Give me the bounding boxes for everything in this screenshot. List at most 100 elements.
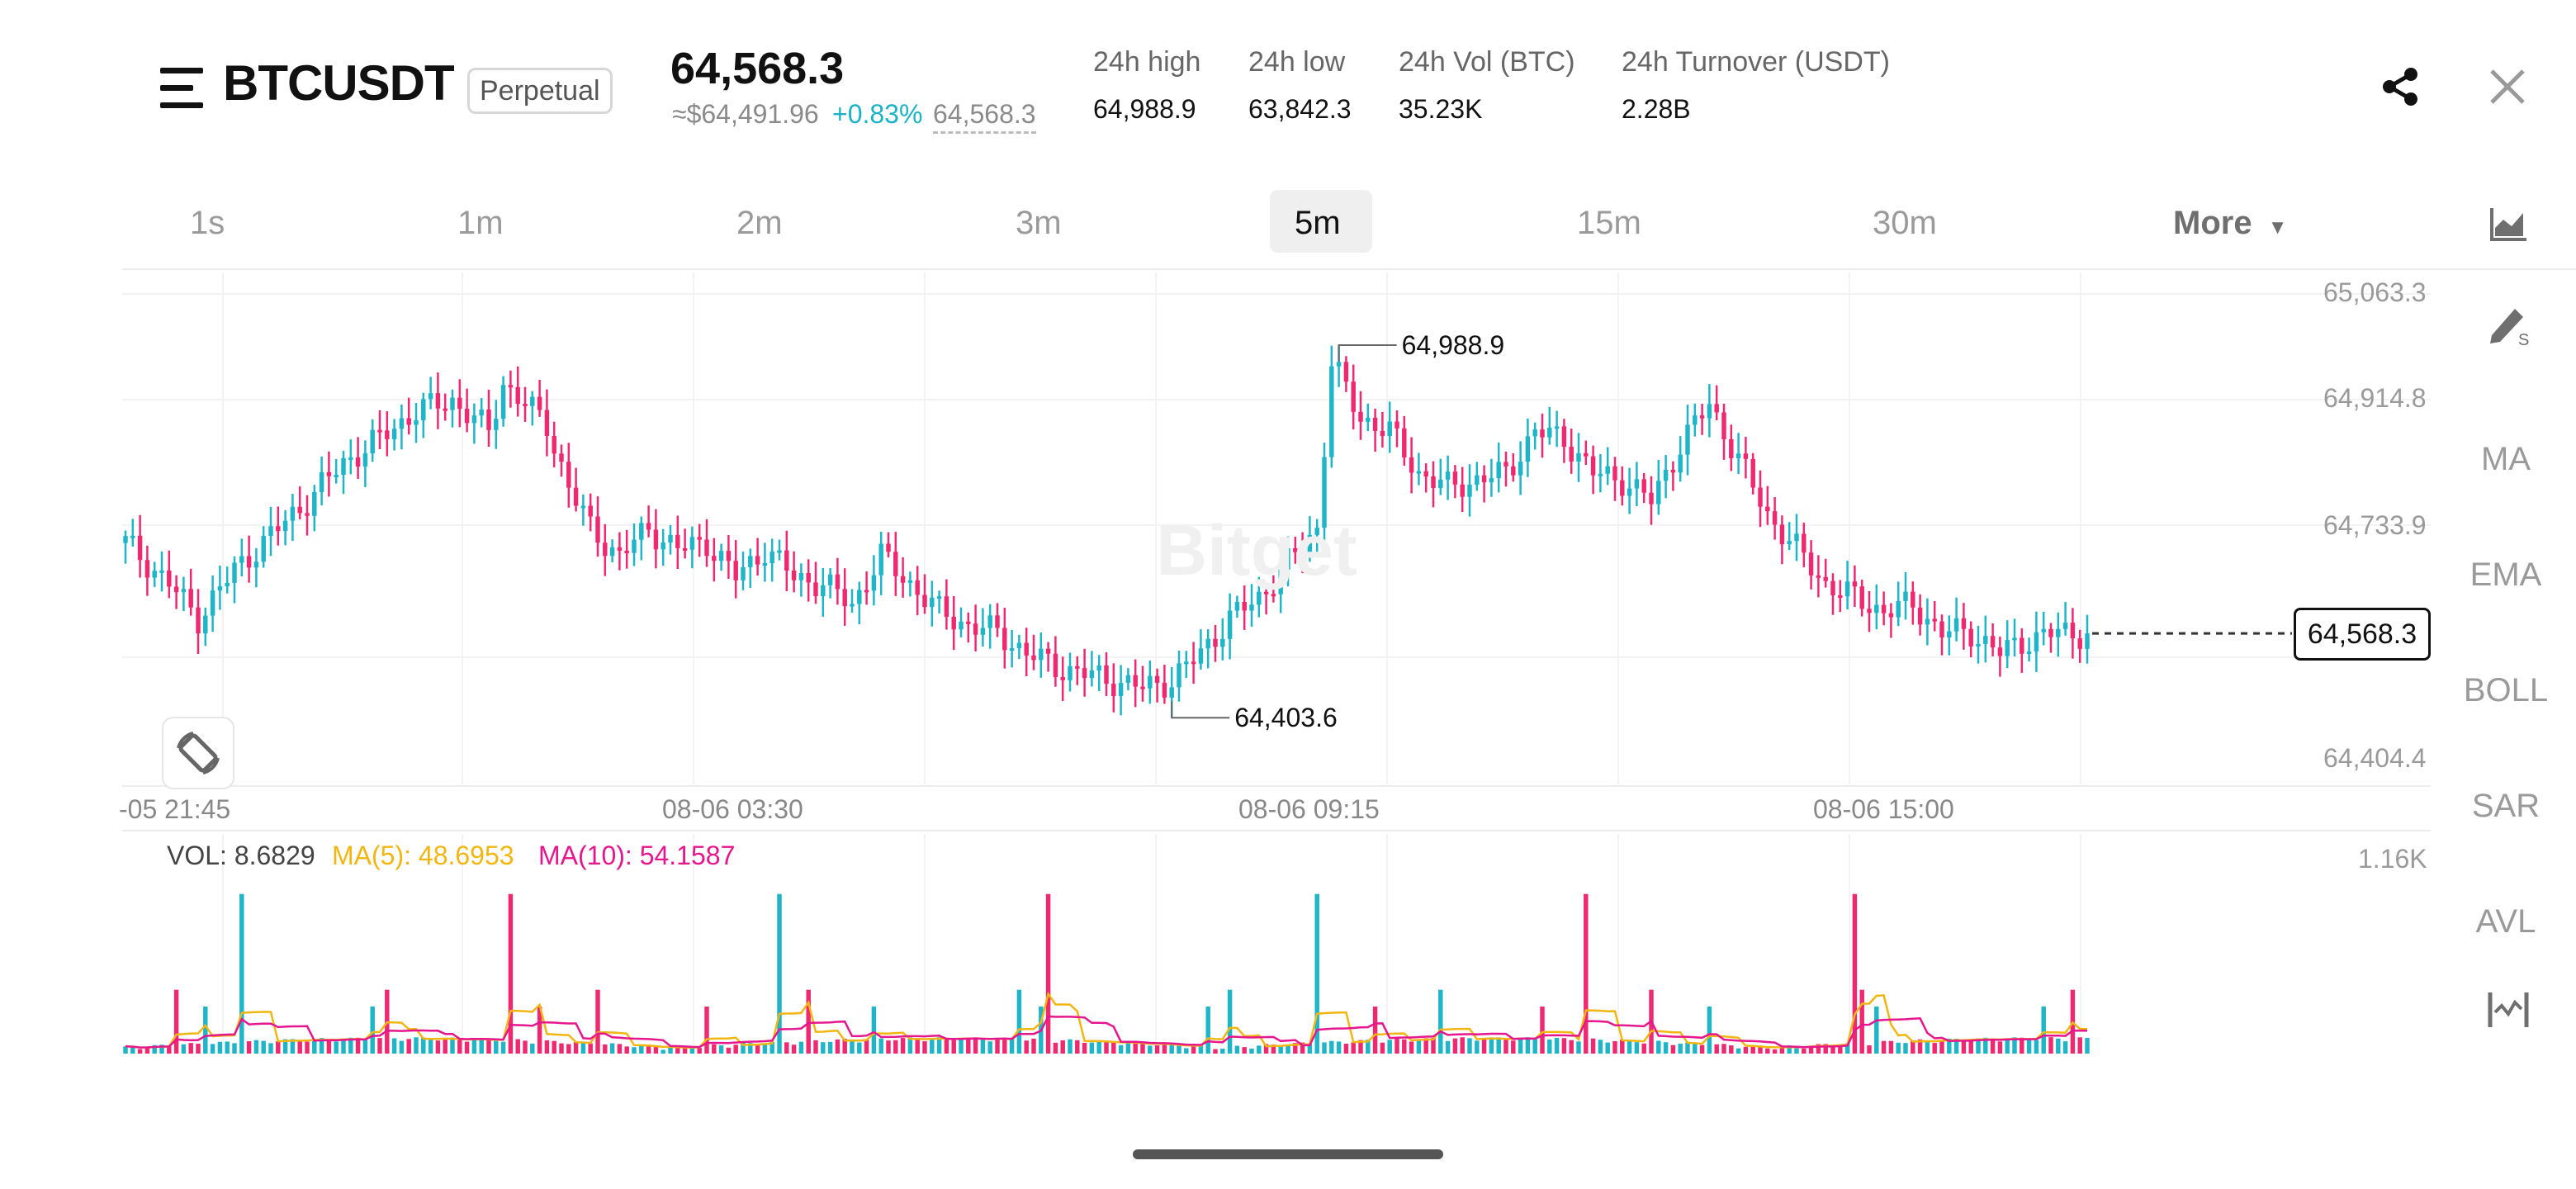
candle-body	[1939, 621, 1944, 637]
indicator-ema[interactable]: EMA	[2469, 557, 2542, 593]
candle-body	[261, 536, 266, 562]
candle-body	[537, 396, 542, 410]
candle-body	[1416, 471, 1422, 474]
volume-bar	[1685, 1042, 1690, 1054]
candle-body	[1104, 665, 1109, 685]
volume-bar	[159, 1045, 164, 1054]
volume-bar	[1118, 1045, 1124, 1054]
price-tick: 64,914.8	[2323, 383, 2427, 413]
volume-bar	[1859, 989, 1864, 1054]
indicator-ma[interactable]: MA	[2481, 441, 2531, 477]
tab-2m[interactable]: 2m	[736, 205, 783, 241]
tab-15m[interactable]: 15m	[1577, 205, 1641, 241]
candle-body	[864, 590, 869, 593]
candle-body	[1990, 636, 1996, 648]
candle-body	[689, 537, 695, 550]
volume-bar	[1779, 1046, 1785, 1054]
tab-more[interactable]: More ▼	[2173, 205, 2287, 242]
volume-bar	[428, 1040, 433, 1054]
volume-bar	[2041, 1007, 2046, 1054]
candle-body	[944, 596, 949, 618]
volume-bar	[1561, 1038, 1567, 1054]
candle-body	[2012, 637, 2017, 641]
candle-body	[718, 551, 724, 561]
candle-body	[1481, 475, 1487, 483]
share-icon[interactable]	[2378, 64, 2422, 109]
volume-bar	[2026, 1040, 2032, 1054]
volume-bar	[1438, 989, 1443, 1054]
tab-5m[interactable]: 5m	[1295, 205, 1341, 241]
candle-body	[1227, 610, 1233, 639]
candle-body	[479, 409, 484, 416]
volume-bar	[559, 1043, 564, 1054]
candle-body	[1525, 436, 1531, 462]
volume-bar	[1802, 1048, 1807, 1054]
indicator-avl[interactable]: AVL	[2475, 903, 2536, 940]
rotate-screen-button[interactable]	[162, 717, 234, 789]
draw-tools-icon[interactable]: S	[2487, 302, 2531, 347]
volume-bar	[1911, 1040, 1915, 1054]
time-tick: -05 21:45	[119, 794, 231, 824]
tab-1s[interactable]: 1s	[190, 205, 225, 241]
volume-bar	[1511, 1040, 1516, 1054]
volume-bar	[639, 1045, 644, 1054]
candle-body	[1961, 618, 1967, 629]
candle-body	[566, 462, 571, 488]
volume-bar	[1460, 1037, 1465, 1054]
symbol-title[interactable]: BTCUSDT	[223, 55, 455, 111]
volume-bar	[1503, 1039, 1508, 1054]
volume-bar	[1765, 1048, 1770, 1054]
volume-bar	[515, 1039, 520, 1054]
candle-body	[1452, 471, 1458, 485]
volume-bar	[1096, 1040, 1101, 1054]
candle-body	[922, 594, 927, 608]
candle-body	[1584, 452, 1589, 457]
time-tick: 08-06 03:30	[662, 794, 803, 824]
volume-bar	[544, 1040, 550, 1054]
candle-body	[1896, 600, 1901, 618]
volume-bar	[1416, 1040, 1422, 1054]
volume-bar	[966, 1037, 971, 1054]
menu-icon[interactable]	[160, 68, 206, 109]
indicator-settings-icon[interactable]	[2487, 991, 2530, 1029]
candle-body	[1395, 421, 1399, 429]
volume-bar	[762, 1045, 768, 1054]
volume-bar	[733, 1045, 738, 1054]
volume-bar	[1932, 1043, 1937, 1054]
candle-body	[871, 575, 877, 591]
indicator-boll[interactable]: BOLL	[2463, 672, 2549, 708]
candle-body	[1068, 666, 1073, 680]
candle-body	[2020, 637, 2024, 654]
candle-body	[494, 419, 499, 430]
candle-body	[741, 567, 746, 580]
candle-body	[305, 513, 310, 516]
volume-bar	[1002, 1037, 1007, 1054]
candle-body	[282, 520, 288, 532]
candle-body	[1191, 661, 1196, 665]
indicator-sar[interactable]: SAR	[2471, 788, 2540, 824]
volume-bar	[537, 1007, 542, 1054]
candle-body	[1009, 648, 1015, 651]
candle-body	[1387, 421, 1392, 437]
volume-bar	[718, 1045, 724, 1054]
chart-type-icon[interactable]	[2488, 205, 2528, 243]
volume-bar	[1750, 1045, 1755, 1054]
tab-1m[interactable]: 1m	[457, 205, 504, 241]
tab-30m[interactable]: 30m	[1873, 205, 1937, 241]
candle-body	[1322, 457, 1327, 528]
mark-price[interactable]: 64,568.3	[933, 99, 1036, 134]
candle-body	[1307, 534, 1313, 553]
volume-bar	[1481, 1039, 1487, 1054]
candle-body	[1016, 642, 1022, 649]
volume-bar	[203, 1007, 208, 1054]
volume-bar	[1540, 1007, 1545, 1054]
candle-body	[225, 582, 230, 587]
home-indicator	[1133, 1149, 1443, 1159]
candle-body	[930, 597, 935, 608]
candle-body	[203, 615, 208, 634]
close-icon[interactable]	[2487, 66, 2528, 107]
usd-value: ≈$64,491.96	[672, 99, 819, 129]
volume-series	[123, 893, 2090, 1054]
tab-3m[interactable]: 3m	[1016, 205, 1062, 241]
